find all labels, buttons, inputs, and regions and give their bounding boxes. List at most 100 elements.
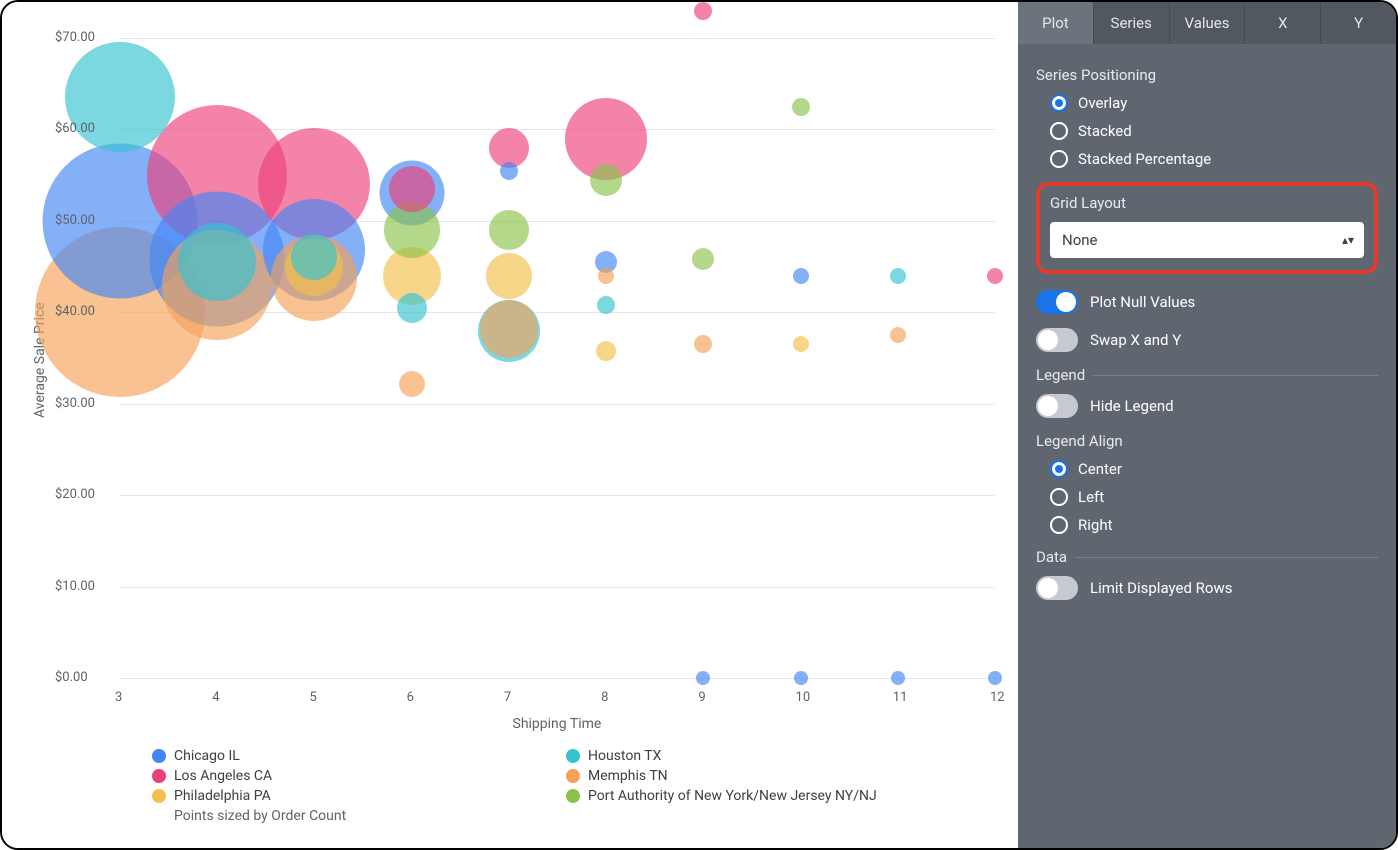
plot-null-values-toggle[interactable]: [1036, 290, 1078, 314]
gridline: [120, 587, 995, 588]
legend: Chicago IL Houston TX Los Angeles CA Memphi…: [152, 748, 972, 824]
x-tick-label: 9: [698, 690, 705, 705]
grid-layout-select[interactable]: None: [1050, 222, 1364, 258]
limit-rows-label: Limit Displayed Rows: [1090, 579, 1232, 597]
limit-rows-toggle[interactable]: [1036, 576, 1078, 600]
bubble-point[interactable]: [397, 293, 427, 323]
legend-item-houston[interactable]: Houston TX: [566, 748, 972, 764]
gridline: [120, 495, 995, 496]
bubble-point[interactable]: [696, 671, 710, 685]
tab-plot[interactable]: Plot: [1018, 2, 1094, 44]
radio-center[interactable]: Center: [1050, 460, 1378, 478]
radio-label: Stacked: [1078, 122, 1132, 140]
radio-label: Right: [1078, 516, 1112, 534]
x-tick-label: 5: [309, 690, 316, 705]
y-tick-label: $40.00: [55, 304, 95, 319]
tab-label: Y: [1354, 14, 1363, 32]
panel-body: Series Positioning Overlay Stacked Stacked…: [1018, 44, 1396, 632]
tab-series[interactable]: Series: [1094, 2, 1170, 44]
bubble-point[interactable]: [480, 300, 538, 358]
bubble-point[interactable]: [500, 162, 518, 180]
bubble-point[interactable]: [694, 2, 712, 20]
swap-xy-label: Swap X and Y: [1090, 331, 1181, 349]
swap-xy-toggle[interactable]: [1036, 328, 1078, 352]
legend-item-chicago[interactable]: Chicago IL: [152, 748, 558, 764]
y-tick-label: $20.00: [55, 487, 95, 502]
gridline: [120, 404, 995, 405]
x-tick-label: 11: [893, 690, 908, 705]
x-tick-label: 7: [504, 690, 511, 705]
legend-label: Memphis TN: [588, 768, 668, 784]
legend-swatch-icon: [566, 749, 580, 763]
bubble-point[interactable]: [291, 234, 337, 280]
y-tick-label: $0.00: [55, 670, 88, 685]
bubble-point[interactable]: [692, 248, 714, 270]
x-axis-title: Shipping Time: [513, 716, 602, 732]
bubble-point[interactable]: [596, 341, 616, 361]
x-tick-label: 3: [115, 690, 122, 705]
tab-y[interactable]: Y: [1321, 2, 1396, 44]
bubble-point[interactable]: [694, 335, 712, 353]
grid-layout-select-wrap: None ▴▾: [1050, 222, 1364, 258]
bubble-point[interactable]: [597, 296, 615, 314]
bubble-point[interactable]: [486, 253, 532, 299]
bubble-point[interactable]: [489, 210, 529, 250]
bubble-point[interactable]: [590, 164, 622, 196]
bubble-point[interactable]: [793, 268, 809, 284]
radio-label: Overlay: [1078, 94, 1127, 112]
bubble-point[interactable]: [891, 671, 905, 685]
radio-left[interactable]: Left: [1050, 488, 1378, 506]
bubble-point[interactable]: [793, 336, 809, 352]
radio-right[interactable]: Right: [1050, 516, 1378, 534]
gridline: [120, 678, 995, 679]
bubble-point[interactable]: [389, 166, 435, 212]
gridline: [120, 38, 995, 39]
y-tick-label: $70.00: [55, 30, 95, 45]
y-tick-label: $30.00: [55, 396, 95, 411]
x-tick-label: 12: [990, 690, 1005, 705]
legend-item-losangeles[interactable]: Los Angeles CA: [152, 768, 558, 784]
bubble-point[interactable]: [598, 268, 614, 284]
bubble-point[interactable]: [399, 371, 425, 397]
radio-icon: [1050, 94, 1068, 112]
plot-null-values-row: Plot Null Values: [1036, 290, 1378, 314]
bubble-point[interactable]: [988, 671, 1002, 685]
bubble-point[interactable]: [792, 98, 810, 116]
tab-label: Values: [1184, 14, 1229, 32]
legend-swatch-icon: [566, 769, 580, 783]
x-tick-label: 10: [796, 690, 811, 705]
radio-stacked[interactable]: Stacked: [1050, 122, 1378, 140]
radio-icon: [1050, 460, 1068, 478]
chevron-updown-icon: ▴▾: [1342, 234, 1354, 246]
legend-item-philly[interactable]: Philadelphia PA: [152, 788, 558, 804]
swap-xy-row: Swap X and Y: [1036, 328, 1378, 352]
legend-swatch-icon: [152, 769, 166, 783]
bubble-point[interactable]: [890, 268, 906, 284]
tab-values[interactable]: Values: [1170, 2, 1246, 44]
legend-label: Houston TX: [588, 748, 661, 764]
hide-legend-toggle[interactable]: [1036, 394, 1078, 418]
legend-label: Philadelphia PA: [174, 788, 271, 804]
legend-item-memphis[interactable]: Memphis TN: [566, 768, 972, 784]
radio-icon: [1050, 516, 1068, 534]
grid-layout-highlight: Grid Layout None ▴▾: [1036, 182, 1378, 274]
bubble-point[interactable]: [794, 671, 808, 685]
legend-swatch-icon: [566, 789, 580, 803]
legend-size-note: Points sized by Order Count: [152, 808, 972, 824]
legend-item-portauth[interactable]: Port Authority of New York/New Jersey NY…: [566, 788, 972, 804]
data-section-title: Data: [1036, 548, 1378, 566]
hide-legend-label: Hide Legend: [1090, 397, 1174, 415]
bubble-point[interactable]: [178, 223, 256, 301]
bubble-point[interactable]: [890, 327, 906, 343]
tab-label: Plot: [1042, 14, 1069, 32]
panel-tabs: Plot Series Values X Y: [1018, 2, 1396, 44]
hide-legend-row: Hide Legend: [1036, 394, 1378, 418]
plot-area[interactable]: [120, 38, 995, 678]
bubble-point[interactable]: [987, 268, 1003, 284]
grid-layout-title: Grid Layout: [1050, 194, 1364, 212]
x-tick-label: 4: [212, 690, 219, 705]
series-positioning-title: Series Positioning: [1036, 66, 1378, 84]
radio-overlay[interactable]: Overlay: [1050, 94, 1378, 112]
tab-x[interactable]: X: [1245, 2, 1321, 44]
radio-stacked_percentage[interactable]: Stacked Percentage: [1050, 150, 1378, 168]
